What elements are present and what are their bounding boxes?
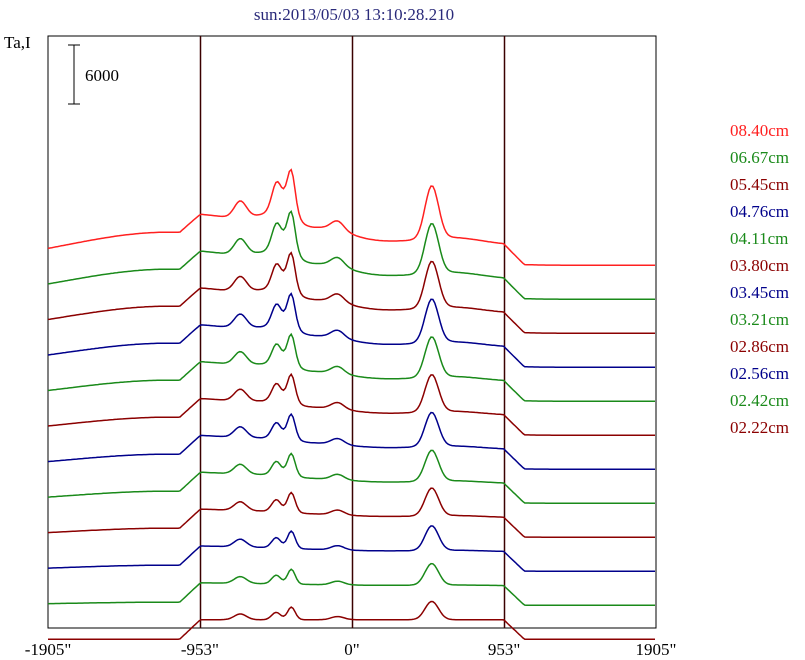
legend-entry-04.11cm: 04.11cm (730, 229, 788, 248)
scale-bar-label: 6000 (85, 66, 119, 85)
legend-entry-08.40cm: 08.40cm (730, 121, 789, 140)
series-line-02.42cm (47, 562, 655, 606)
legend-entry-03.21cm: 03.21cm (730, 310, 789, 329)
x-tick-label-2: 0" (344, 640, 359, 659)
chart-title: sun:2013/05/03 13:10:28.210 (254, 5, 454, 24)
y-axis-label: Ta,I (4, 33, 31, 52)
series-line-08.40cm (47, 168, 655, 266)
legend-entry-03.80cm: 03.80cm (730, 256, 789, 275)
legend-entry-02.56cm: 02.56cm (730, 364, 789, 383)
series-line-03.21cm (47, 449, 655, 504)
x-tick-label-0: -1905" (25, 640, 72, 659)
legend-entry-02.22cm: 02.22cm (730, 418, 789, 437)
legend-entry-02.86cm: 02.86cm (730, 337, 789, 356)
x-axis-ticks: -1905" -953" 0" 953" 1905" (25, 640, 677, 659)
series-line-05.45cm (47, 251, 655, 334)
series-line-04.11cm (47, 332, 655, 402)
series-line-03.45cm (47, 411, 655, 470)
series-line-06.67cm (47, 209, 655, 300)
series-curves (47, 168, 655, 640)
legend: 08.40cm 06.67cm 05.45cm 04.76cm 04.11cm 03.80… (730, 121, 789, 437)
series-line-02.56cm (48, 525, 655, 572)
x-tick-label-3: 953" (488, 640, 520, 659)
series-line-02.22cm (48, 600, 655, 640)
vertical-lines (199, 36, 506, 628)
series-line-03.80cm (47, 372, 655, 436)
legend-entry-04.76cm: 04.76cm (730, 202, 789, 221)
legend-entry-05.45cm: 05.45cm (730, 175, 789, 194)
legend-entry-06.67cm: 06.67cm (730, 148, 789, 167)
series-line-02.86cm (47, 487, 655, 538)
legend-entry-03.45cm: 03.45cm (730, 283, 789, 302)
x-tick-label-1: -953" (181, 640, 219, 659)
x-tick-label-4: 1905" (636, 640, 677, 659)
scale-bar: 6000 (68, 44, 119, 105)
series-line-04.76cm (47, 292, 655, 368)
legend-entry-02.42cm: 02.42cm (730, 391, 789, 410)
